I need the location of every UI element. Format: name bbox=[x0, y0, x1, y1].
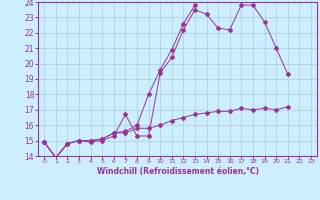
X-axis label: Windchill (Refroidissement éolien,°C): Windchill (Refroidissement éolien,°C) bbox=[97, 167, 259, 176]
